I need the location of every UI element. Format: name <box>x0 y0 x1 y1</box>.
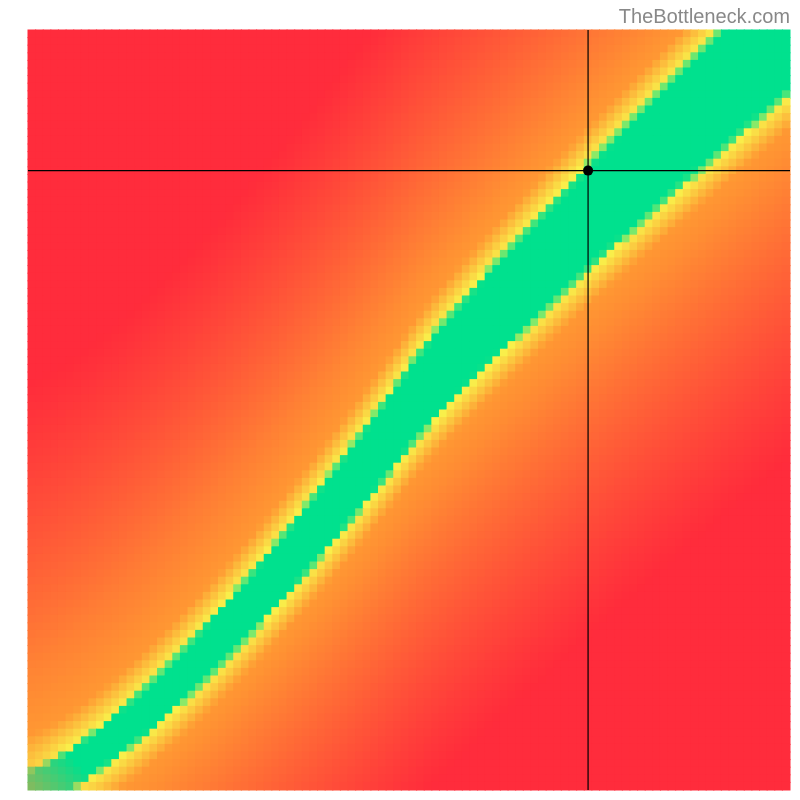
chart-container: TheBottleneck.com <box>0 0 800 800</box>
bottleneck-heatmap-canvas <box>0 0 800 800</box>
watermark-text: TheBottleneck.com <box>619 6 790 29</box>
